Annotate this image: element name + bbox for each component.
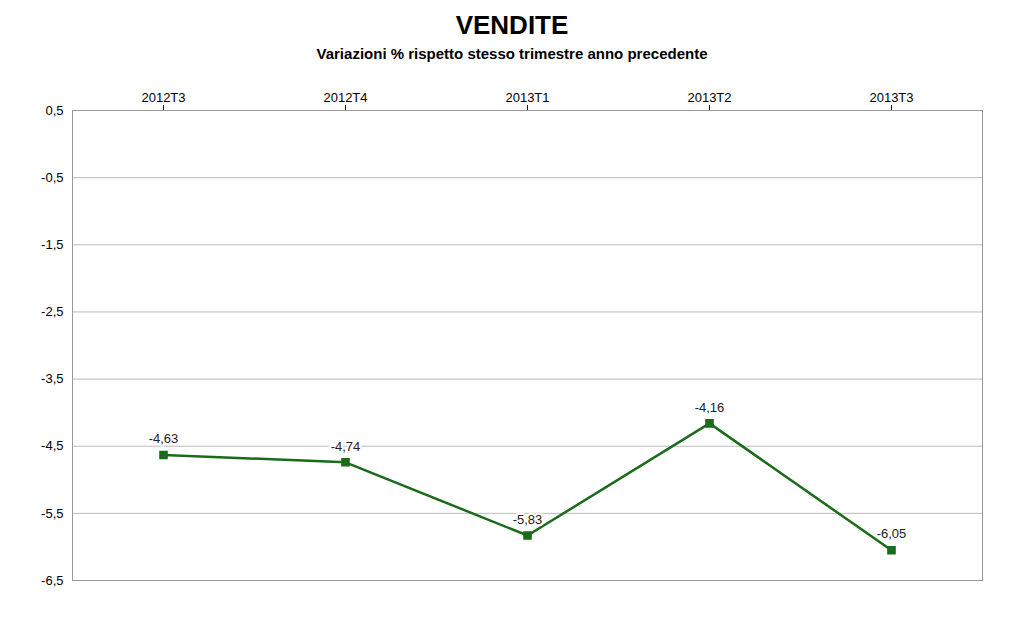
svg-text:-0,5: -0,5 (41, 170, 63, 185)
svg-text:-4,5: -4,5 (41, 438, 63, 453)
svg-text:-5,5: -5,5 (41, 506, 63, 521)
html-text:Variazioni % rispetto stesso t: Variazioni % rispetto stesso trimestre a… (316, 45, 708, 62)
html-text:VENDITE: VENDITE (455, 10, 569, 40)
svg-text:-3,5: -3,5 (41, 371, 63, 386)
svg-text:-2,5: -2,5 (41, 304, 63, 319)
svg-text:2013T2: 2013T2 (687, 90, 731, 105)
svg-text:2013T1: 2013T1 (505, 90, 549, 105)
svg-text:-1,5: -1,5 (41, 237, 63, 252)
svg-text:-4,74: -4,74 (331, 438, 361, 453)
svg-text:2012T4: 2012T4 (323, 90, 367, 105)
svg-text:-6,05: -6,05 (877, 526, 907, 541)
svg-text:0,5: 0,5 (45, 103, 63, 118)
svg-text:2012T3: 2012T3 (141, 90, 185, 105)
svg-text:2013T3: 2013T3 (869, 90, 913, 105)
svg-text:-4,63: -4,63 (149, 431, 179, 446)
svg-text:-6,5: -6,5 (41, 573, 63, 588)
svg-text:-4,16: -4,16 (695, 400, 725, 415)
svg-text:-5,83: -5,83 (513, 512, 543, 527)
